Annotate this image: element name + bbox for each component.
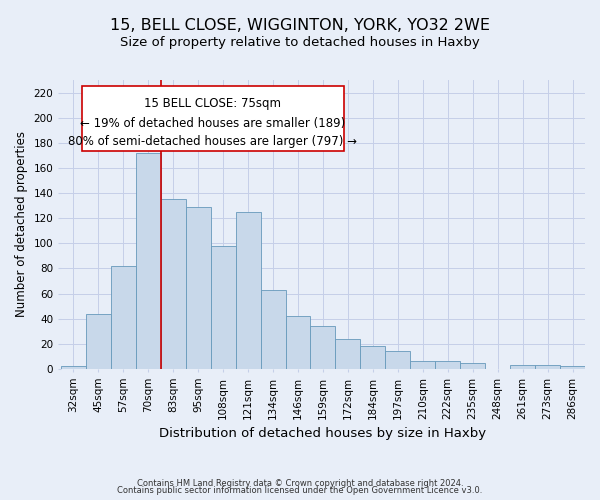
Text: 80% of semi-detached houses are larger (797) →: 80% of semi-detached houses are larger (…: [68, 135, 358, 148]
X-axis label: Distribution of detached houses by size in Haxby: Distribution of detached houses by size …: [160, 427, 487, 440]
Bar: [211, 246, 236, 369]
Bar: [435, 362, 460, 369]
Bar: [236, 212, 260, 369]
Bar: [535, 365, 560, 369]
Bar: [136, 153, 161, 369]
Bar: [111, 266, 136, 369]
Bar: [335, 339, 361, 369]
Bar: [260, 290, 286, 369]
Bar: [161, 200, 186, 369]
Bar: [560, 366, 585, 369]
Bar: [385, 352, 410, 369]
Bar: [510, 365, 535, 369]
Bar: [61, 366, 86, 369]
Text: 15, BELL CLOSE, WIGGINTON, YORK, YO32 2WE: 15, BELL CLOSE, WIGGINTON, YORK, YO32 2W…: [110, 18, 490, 32]
Bar: [186, 207, 211, 369]
Bar: [310, 326, 335, 369]
Text: Size of property relative to detached houses in Haxby: Size of property relative to detached ho…: [120, 36, 480, 49]
Text: Contains HM Land Registry data © Crown copyright and database right 2024.: Contains HM Land Registry data © Crown c…: [137, 478, 463, 488]
Bar: [460, 362, 485, 369]
Bar: [410, 362, 435, 369]
Text: 15 BELL CLOSE: 75sqm: 15 BELL CLOSE: 75sqm: [145, 98, 281, 110]
Bar: [86, 314, 111, 369]
Bar: [82, 86, 344, 151]
Bar: [286, 316, 310, 369]
Text: Contains public sector information licensed under the Open Government Licence v3: Contains public sector information licen…: [118, 486, 482, 495]
Y-axis label: Number of detached properties: Number of detached properties: [15, 132, 28, 318]
Text: ← 19% of detached houses are smaller (189): ← 19% of detached houses are smaller (18…: [80, 117, 346, 130]
Bar: [361, 346, 385, 369]
